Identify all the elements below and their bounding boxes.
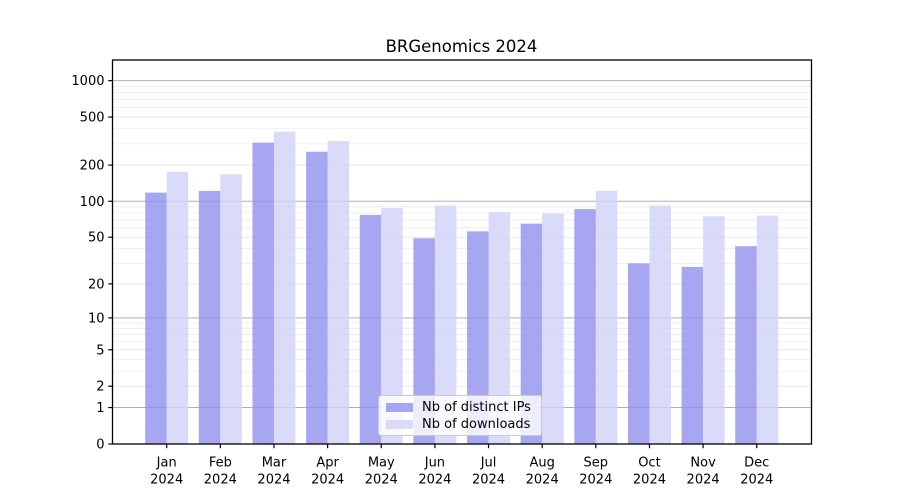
bar-distinct-ips-dec <box>735 246 757 444</box>
x-tick-label-year-dec: 2024 <box>740 473 773 488</box>
bar-downloads-oct <box>649 205 671 444</box>
x-tick-label-year-sep: 2024 <box>579 473 612 488</box>
bar-downloads-mar <box>273 131 296 444</box>
legend-swatch-downloads <box>386 419 413 430</box>
x-tick-label-year-jul: 2024 <box>472 473 505 488</box>
x-tick-label-mar: Mar <box>262 456 287 471</box>
y-tick-label: 2 <box>96 380 104 395</box>
legend-item-distinct-ips: Nb of distinct IPs <box>386 399 541 416</box>
x-tick-label-year-mar: 2024 <box>257 473 290 488</box>
legend: Nb of distinct IPs Nb of downloads <box>378 395 542 436</box>
x-tick-label-year-nov: 2024 <box>687 473 720 488</box>
y-tick-label: 0 <box>96 438 104 453</box>
y-tick-label: 1000 <box>71 74 104 89</box>
x-tick-label-jun: Jun <box>424 456 445 471</box>
x-tick-label-feb: Feb <box>209 456 232 471</box>
y-tick-label: 100 <box>80 195 105 210</box>
x-tick-label-jul: Jul <box>480 456 497 471</box>
bar-downloads-aug <box>542 213 564 444</box>
bar-downloads-dec <box>756 215 779 444</box>
x-tick-label-year-aug: 2024 <box>526 473 559 488</box>
bar-distinct-ips-aug <box>520 223 543 444</box>
bar-downloads-feb <box>220 174 242 444</box>
x-tick-label-apr: Apr <box>316 456 339 471</box>
bar-distinct-ips-feb <box>198 190 221 444</box>
x-tick-label-dec: Dec <box>744 456 769 471</box>
chart-title: BRGenomics 2024 <box>385 37 538 56</box>
x-tick-label-year-feb: 2024 <box>204 473 237 488</box>
x-tick-label-year-jan: 2024 <box>150 473 183 488</box>
x-tick-label-may: May <box>368 456 395 471</box>
x-tick-label-year-oct: 2024 <box>633 473 666 488</box>
bar-distinct-ips-nov <box>681 266 704 444</box>
bar-distinct-ips-jul <box>467 231 489 444</box>
x-tick-label-year-jun: 2024 <box>418 473 451 488</box>
x-tick-label-nov: Nov <box>690 456 716 471</box>
bar-downloads-jan <box>166 171 189 444</box>
x-tick-label-year-may: 2024 <box>365 473 398 488</box>
bar-distinct-ips-jun <box>413 238 435 444</box>
bar-distinct-ips-oct <box>627 263 650 444</box>
bar-downloads-jul <box>488 212 511 444</box>
y-tick-label: 5 <box>96 343 104 358</box>
x-tick-label-oct: Oct <box>638 456 660 471</box>
x-tick-label-sep: Sep <box>584 456 609 471</box>
x-tick-label-jan: Jan <box>156 456 177 471</box>
bar-downloads-sep <box>595 190 618 444</box>
bar-downloads-may <box>381 207 403 444</box>
x-tick-label-aug: Aug <box>529 456 554 471</box>
y-tick-label: 20 <box>88 277 105 292</box>
y-tick-label: 200 <box>80 159 105 174</box>
legend-label-distinct-ips: Nb of distinct IPs <box>422 400 531 415</box>
x-tick-label-year-apr: 2024 <box>311 473 344 488</box>
y-tick-label: 10 <box>88 311 105 326</box>
legend-item-downloads: Nb of downloads <box>386 416 541 433</box>
bar-downloads-nov <box>703 216 725 444</box>
legend-swatch-distinct-ips <box>386 402 413 413</box>
bar-downloads-jun <box>434 205 457 444</box>
y-tick-label: 50 <box>88 231 105 246</box>
plot-spines <box>111 59 813 445</box>
bar-distinct-ips-mar <box>252 142 274 444</box>
legend-label-downloads: Nb of downloads <box>422 417 531 432</box>
bar-distinct-ips-apr <box>306 151 328 445</box>
bar-distinct-ips-jan <box>145 192 167 444</box>
bar-distinct-ips-may <box>359 214 382 444</box>
y-tick-label: 500 <box>80 111 105 126</box>
bar-distinct-ips-sep <box>574 209 596 444</box>
bar-downloads-apr <box>327 140 350 445</box>
y-tick-label: 1 <box>96 401 104 416</box>
